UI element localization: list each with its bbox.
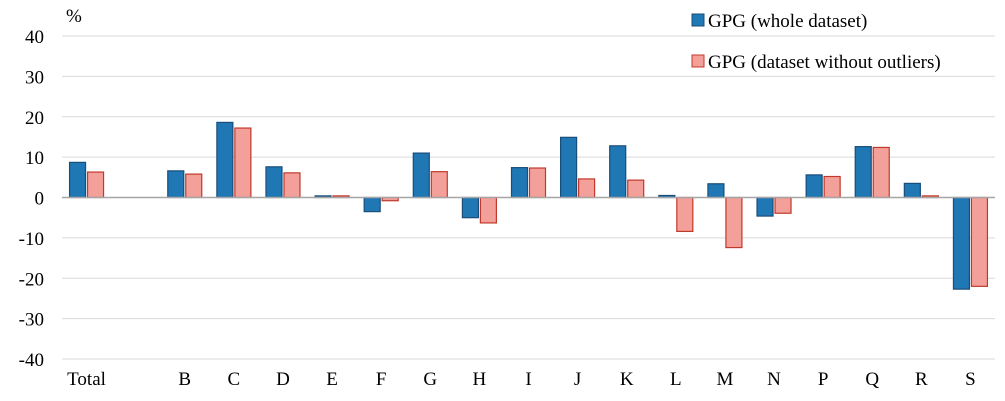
x-category-label: I [525,369,531,390]
x-category-label: N [767,369,781,390]
x-category-label: C [228,369,241,390]
x-category-label: Total [67,369,106,390]
legend-swatch-without-outliers [691,54,705,68]
y-tick-label: -10 [19,229,44,250]
bar-without-outliers [627,179,645,199]
x-category-label: P [818,369,829,390]
y-tick-label: 40 [25,27,44,48]
bar-without-outliers [528,167,547,199]
x-category-label: R [915,369,928,390]
bar-whole-dataset [952,196,971,290]
x-category-label: J [574,369,581,390]
x-category-label: Q [865,369,879,390]
x-category-label: K [620,369,634,390]
x-category-label: H [473,369,487,390]
bars [68,121,989,290]
x-category-label: S [965,369,976,390]
legend: GPG (whole dataset) GPG (dataset without… [691,11,941,73]
y-tick-label: -40 [19,350,44,371]
x-category-label: L [670,369,682,390]
y-tick-label: -20 [19,269,44,290]
bar-whole-dataset [854,146,872,199]
bar-without-outliers [86,171,105,199]
bar-without-outliers [578,178,596,199]
bar-whole-dataset [609,145,627,199]
y-tick-label: 30 [25,67,44,88]
x-axis-category-labels: Total B C D E F G H I J K L M N P Q R S [67,369,976,390]
bar-whole-dataset [461,196,479,219]
x-category-label: D [276,369,290,390]
bar-whole-dataset [707,183,725,199]
bar-whole-dataset [363,196,381,213]
x-category-label: M [716,369,733,390]
legend-label-whole-dataset: GPG (whole dataset) [708,11,867,32]
bar-without-outliers [283,172,301,199]
y-tick-label: 0 [35,189,45,210]
bar-without-outliers [970,196,989,287]
bar-whole-dataset [68,161,87,199]
legend-label-without-outliers: GPG (dataset without outliers) [708,52,941,73]
bar-whole-dataset [903,182,921,199]
bar-whole-dataset [167,170,185,199]
bar-without-outliers [823,175,841,199]
bar-without-outliers [479,196,497,224]
y-axis-unit-label: % [66,6,82,27]
bar-without-outliers [430,171,448,199]
bar-whole-dataset [805,174,823,199]
y-tick-label: 10 [25,148,44,169]
bar-whole-dataset [216,121,234,199]
bar-without-outliers [725,196,743,249]
bar-without-outliers [234,127,252,199]
legend-swatch-whole-dataset [691,13,705,27]
y-tick-label: -30 [19,310,44,331]
bar-whole-dataset [560,136,578,199]
x-category-label: E [326,369,338,390]
x-category-label: B [178,369,191,390]
bar-without-outliers [774,196,792,214]
bar-without-outliers [872,146,890,199]
bar-without-outliers [185,173,203,199]
bar-whole-dataset [510,167,529,199]
bar-whole-dataset [412,152,430,199]
bar-whole-dataset [265,166,283,199]
bar-whole-dataset [756,196,774,217]
x-category-label: F [376,369,387,390]
x-category-label: G [423,369,437,390]
bar-without-outliers [676,196,694,233]
y-tick-label: 20 [25,108,44,129]
y-axis-tick-labels: -40 -30 -20 -10 0 10 20 30 40 [19,27,44,371]
